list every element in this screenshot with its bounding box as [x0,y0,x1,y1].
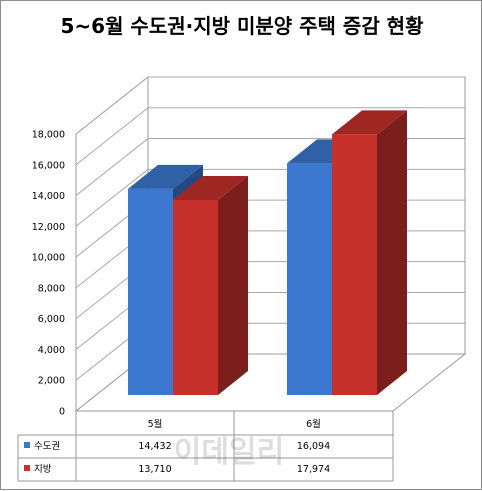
watermark: 이데일리 [174,435,284,470]
bar-front [173,200,218,395]
gridline [75,76,465,135]
x-category-label: 6월 [306,418,321,430]
bar-front [332,134,377,395]
y-tick-label: 6,000 [38,314,65,325]
data-table-value: 14,432 [138,441,171,452]
legend-label: 수도권 [34,440,60,452]
bar-side [377,110,407,395]
y-tick-label: 12,000 [32,222,65,233]
y-tick-label: 2,000 [38,376,65,387]
bar-front [128,188,173,395]
bar-side [218,176,248,395]
y-tick-label: 0 [59,407,65,418]
x-category-label: 5월 [148,418,163,430]
legend-swatch [24,442,30,448]
chart-title: 5~6월 수도권·지방 미분양 주택 증감 현황 [60,14,424,38]
data-table-value: 17,974 [297,464,330,475]
y-tick-label: 16,000 [32,160,65,171]
data-table-value: 13,710 [138,464,171,475]
bar-top [128,164,203,189]
bar-front [287,163,332,395]
data-table-value: 16,094 [297,441,330,452]
gridline [75,107,465,166]
legend-label: 지방 [34,464,52,475]
bar-top [173,176,248,201]
plot-area: 0 2,000 4,000 6,000 8,000 10,000 12,000 14,000 1… [32,75,467,418]
y-tick-label: 18,000 [32,130,65,141]
y-tick-label: 10,000 [32,253,65,264]
bar-top [332,110,407,135]
y-tick-label: 8,000 [38,283,65,294]
legend-swatch [24,465,30,471]
y-tick-label: 14,000 [32,191,65,202]
y-tick-label: 4,000 [38,345,65,356]
bar-지방-5월 [173,176,248,395]
bar-지방-6월 [332,110,407,395]
